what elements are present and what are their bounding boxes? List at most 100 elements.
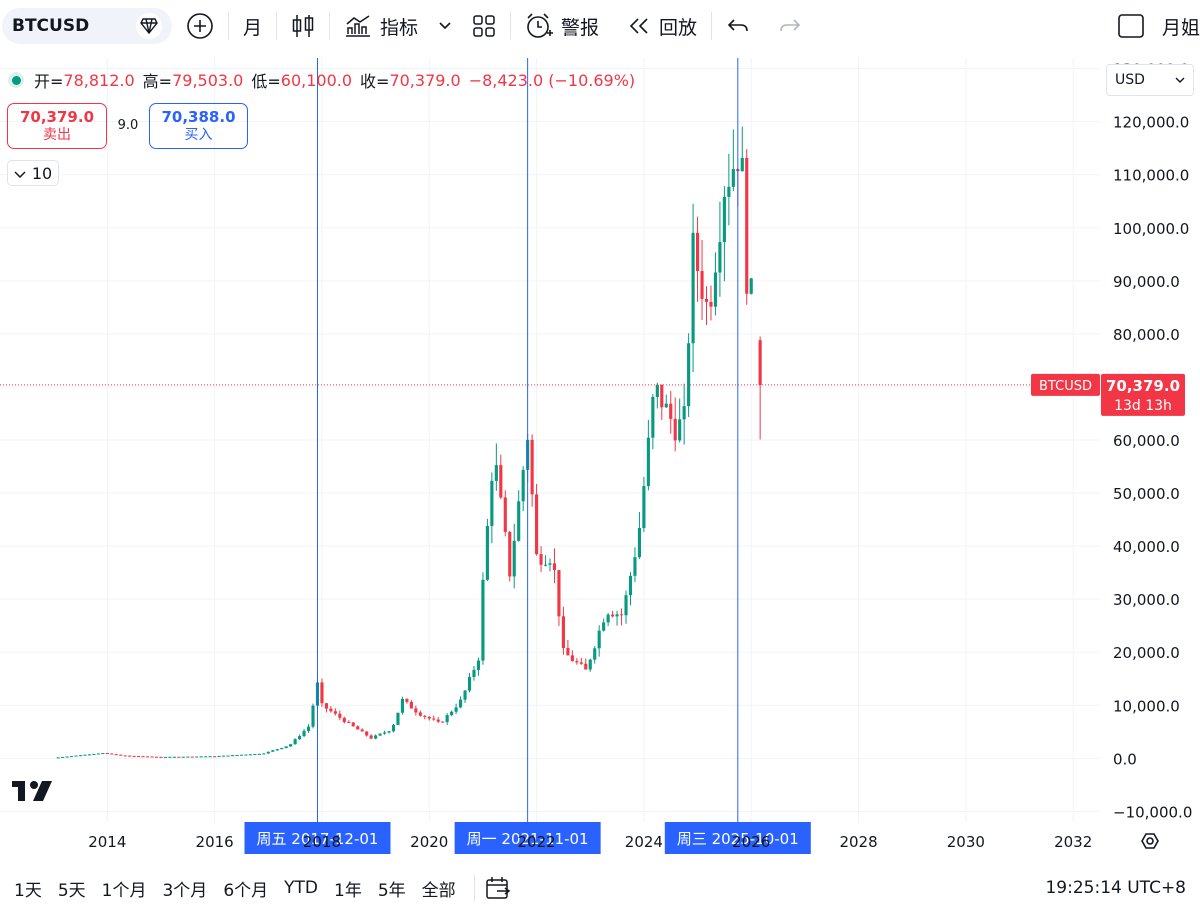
last-price-badge [1101, 373, 1185, 416]
currency-select[interactable]: USD [1106, 64, 1194, 96]
grid-layout-icon [472, 14, 496, 38]
candle-body [700, 271, 704, 299]
interval-button[interactable]: 月 [229, 0, 276, 52]
price-chart[interactable]: 周五 2017-12-01 周一 2021-11-01 周三 2025-10-01 … [0, 0, 1200, 864]
range-1d[interactable]: 1天 [14, 880, 42, 901]
symbol-search-button[interactable]: BTCUSD [2, 8, 172, 44]
last-price-value: 70,379.0 [1106, 377, 1180, 395]
indicators-dropdown[interactable] [432, 0, 458, 52]
candle-body [557, 570, 561, 617]
candle-body [597, 630, 601, 649]
candle-body [141, 756, 145, 758]
range-3m[interactable]: 3个月 [162, 880, 208, 901]
time-tick-label: 2014 [88, 833, 126, 851]
candle-body [543, 564, 548, 566]
range-1m[interactable]: 1个月 [101, 880, 147, 901]
candle-body [414, 708, 418, 713]
candle-body [740, 157, 744, 172]
chart-grid [0, 58, 1100, 822]
range-ytd[interactable]: YTD [284, 878, 318, 898]
price-tick-label: 80,000.0 [1113, 326, 1180, 344]
candles [56, 126, 762, 759]
date-marker-badge [454, 822, 601, 854]
candle-body [275, 749, 279, 751]
buy-button[interactable]: 70,388.0 买入 [149, 103, 248, 149]
range-5y[interactable]: 5年 [377, 880, 406, 901]
range-6m[interactable]: 6个月 [223, 880, 269, 901]
sell-button[interactable]: 70,379.0 卖出 [7, 103, 107, 149]
candle-body [628, 575, 633, 596]
fullscreen-button[interactable] [1104, 0, 1158, 52]
date-markers: 周五 2017-12-01 周一 2021-11-01 周三 2025-10-01 [244, 58, 811, 854]
candle-body [637, 527, 641, 558]
layouts-button[interactable] [458, 0, 510, 52]
range-5d[interactable]: 5天 [57, 880, 86, 901]
candle-body [369, 735, 373, 739]
candle-body [110, 753, 114, 755]
rewind-icon [627, 16, 651, 36]
interval-label: 月 [243, 16, 263, 39]
diamond-icon[interactable] [136, 13, 162, 39]
candle-body [78, 755, 83, 757]
candle-body [374, 735, 378, 739]
candle-body [615, 614, 619, 617]
replay-button[interactable]: 回放 [613, 0, 711, 52]
candle-body [687, 343, 691, 407]
symbol-price-badge [1031, 373, 1100, 396]
candle-body [548, 563, 552, 565]
candle-body [423, 715, 427, 717]
candle-body [226, 755, 230, 757]
candle-body [427, 716, 431, 719]
candle-body [409, 701, 413, 709]
compare-button[interactable] [172, 0, 228, 52]
go-to-date-icon[interactable] [485, 876, 511, 900]
candle-body [593, 648, 597, 660]
range-all[interactable]: 全部 [421, 880, 456, 901]
toolbar-divider [473, 875, 475, 901]
buy-label: 买入 [184, 127, 213, 143]
candle-body [114, 754, 118, 756]
candle-body [154, 756, 159, 758]
symbol-badge-label: BTCUSD [1039, 379, 1092, 394]
candle-body [642, 486, 646, 528]
candle-body [749, 278, 753, 294]
candle-body [709, 301, 713, 307]
date-marker-badge [664, 822, 811, 854]
candle-body [611, 614, 615, 617]
candle-body [391, 724, 396, 732]
range-1y[interactable]: 1年 [334, 880, 362, 901]
candle-body [588, 659, 592, 670]
indicators-button[interactable]: 指标 [330, 0, 432, 52]
candle-body [660, 384, 664, 408]
candle-body [137, 756, 141, 758]
candle-body [450, 711, 454, 716]
clock[interactable]: 19:25:14 UTC+8 [1045, 878, 1186, 898]
price-axis: −10,000.0 0.0 10,000.0 20,000.0 30,000.0 40,0… [1113, 61, 1192, 822]
chart-type-button[interactable] [277, 0, 329, 52]
time-tick-label: 2024 [625, 833, 663, 851]
account-label[interactable]: 月姐 [1162, 16, 1200, 39]
undo-button[interactable] [712, 0, 764, 52]
price-tick-label: 90,000.0 [1113, 273, 1180, 291]
last-price-label: BTCUSD 70,379.0 13d 13h [0, 373, 1185, 416]
candle-body [266, 751, 270, 754]
candle-body [758, 340, 762, 385]
market-status-icon[interactable] [8, 72, 24, 88]
redo-button[interactable] [764, 0, 816, 52]
price-tick-label: 60,000.0 [1113, 432, 1180, 450]
candle-body [400, 698, 405, 713]
candle-body [512, 540, 516, 577]
alert-button[interactable]: 警报 [511, 0, 613, 52]
candle-body [298, 736, 302, 740]
redo-icon [778, 17, 802, 35]
alert-label: 警报 [561, 16, 600, 39]
legend-collapse-toggle[interactable]: 10 [7, 160, 59, 186]
candle-body [347, 722, 351, 724]
chevron-down-icon [1175, 72, 1185, 88]
candle-body [485, 525, 489, 580]
currency-label: USD [1115, 72, 1145, 88]
candle-body [436, 719, 440, 722]
settings-gear-icon[interactable] [1141, 833, 1159, 849]
candles-icon [291, 13, 315, 39]
candle-body [306, 726, 311, 731]
